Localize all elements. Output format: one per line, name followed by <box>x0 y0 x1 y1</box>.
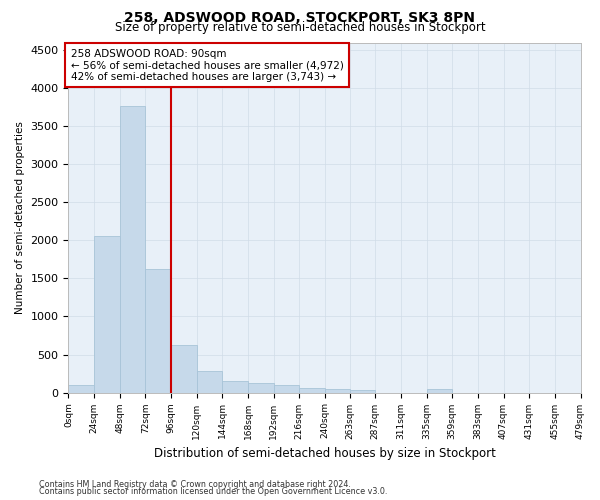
Bar <box>350 390 375 392</box>
Bar <box>325 389 350 392</box>
Bar <box>223 381 248 392</box>
Text: Contains HM Land Registry data © Crown copyright and database right 2024.: Contains HM Land Registry data © Crown c… <box>39 480 351 489</box>
Bar <box>68 385 94 392</box>
Bar <box>427 389 452 392</box>
X-axis label: Distribution of semi-detached houses by size in Stockport: Distribution of semi-detached houses by … <box>154 447 496 460</box>
Bar <box>145 268 171 392</box>
Text: 258, ADSWOOD ROAD, STOCKPORT, SK3 8PN: 258, ADSWOOD ROAD, STOCKPORT, SK3 8PN <box>125 11 476 25</box>
Bar <box>197 372 223 392</box>
Bar <box>120 106 145 393</box>
Text: Contains public sector information licensed under the Open Government Licence v3: Contains public sector information licen… <box>39 487 388 496</box>
Bar <box>248 384 274 392</box>
Bar <box>299 388 325 392</box>
Y-axis label: Number of semi-detached properties: Number of semi-detached properties <box>15 121 25 314</box>
Text: Size of property relative to semi-detached houses in Stockport: Size of property relative to semi-detach… <box>115 22 485 35</box>
Bar <box>94 236 120 392</box>
Text: 258 ADSWOOD ROAD: 90sqm
← 56% of semi-detached houses are smaller (4,972)
42% of: 258 ADSWOOD ROAD: 90sqm ← 56% of semi-de… <box>71 48 343 82</box>
Bar <box>171 344 197 393</box>
Bar <box>274 385 299 392</box>
